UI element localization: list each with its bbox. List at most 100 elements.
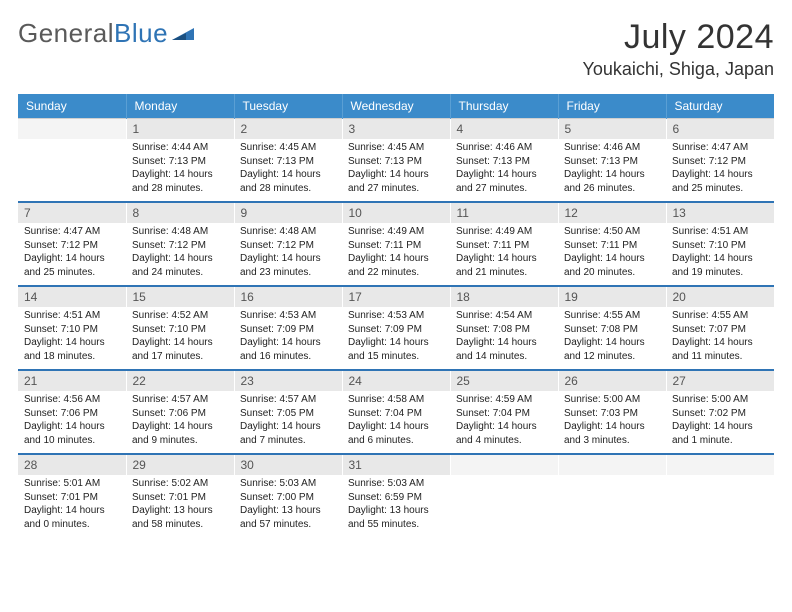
day-number-row: 28293031 (18, 454, 774, 475)
sunset-line: Sunset: 7:04 PM (456, 407, 552, 421)
day-detail-cell: Sunrise: 4:47 AMSunset: 7:12 PMDaylight:… (666, 139, 774, 202)
daylight-line: Daylight: 14 hours and 3 minutes. (564, 420, 660, 447)
day-detail-cell: Sunrise: 4:51 AMSunset: 7:10 PMDaylight:… (18, 307, 126, 370)
day-detail-cell: Sunrise: 4:59 AMSunset: 7:04 PMDaylight:… (450, 391, 558, 454)
sunrise-line: Sunrise: 4:51 AM (672, 225, 768, 239)
day-number-cell: 5 (558, 119, 666, 140)
sunrise-line: Sunrise: 4:57 AM (132, 393, 228, 407)
daylight-line: Daylight: 14 hours and 19 minutes. (672, 252, 768, 279)
day-detail-cell: Sunrise: 4:45 AMSunset: 7:13 PMDaylight:… (342, 139, 450, 202)
day-number-row: 78910111213 (18, 202, 774, 223)
day-number-cell: 29 (126, 454, 234, 475)
daylight-line: Daylight: 14 hours and 11 minutes. (672, 336, 768, 363)
day-detail-cell: Sunrise: 4:58 AMSunset: 7:04 PMDaylight:… (342, 391, 450, 454)
day-number-cell: 27 (666, 370, 774, 391)
daylight-line: Daylight: 14 hours and 22 minutes. (348, 252, 444, 279)
sunrise-line: Sunrise: 4:51 AM (24, 309, 120, 323)
day-number-row: 14151617181920 (18, 286, 774, 307)
day-detail-cell (558, 475, 666, 537)
daylight-line: Daylight: 14 hours and 14 minutes. (456, 336, 552, 363)
day-number-cell: 7 (18, 202, 126, 223)
sunrise-line: Sunrise: 4:49 AM (456, 225, 552, 239)
sunset-line: Sunset: 7:10 PM (672, 239, 768, 253)
day-number-cell: 6 (666, 119, 774, 140)
day-number-cell (666, 454, 774, 475)
sunset-line: Sunset: 7:00 PM (240, 491, 336, 505)
sunrise-line: Sunrise: 5:00 AM (672, 393, 768, 407)
day-detail-cell: Sunrise: 4:57 AMSunset: 7:06 PMDaylight:… (126, 391, 234, 454)
sunrise-line: Sunrise: 4:57 AM (240, 393, 336, 407)
day-detail-cell: Sunrise: 4:57 AMSunset: 7:05 PMDaylight:… (234, 391, 342, 454)
daylight-line: Daylight: 14 hours and 25 minutes. (672, 168, 768, 195)
sunset-line: Sunset: 7:11 PM (348, 239, 444, 253)
day-detail-row: Sunrise: 4:44 AMSunset: 7:13 PMDaylight:… (18, 139, 774, 202)
sunset-line: Sunset: 7:04 PM (348, 407, 444, 421)
day-detail-cell: Sunrise: 5:01 AMSunset: 7:01 PMDaylight:… (18, 475, 126, 537)
day-detail-cell: Sunrise: 4:44 AMSunset: 7:13 PMDaylight:… (126, 139, 234, 202)
day-number-cell: 30 (234, 454, 342, 475)
day-number-cell: 1 (126, 119, 234, 140)
day-detail-cell: Sunrise: 4:47 AMSunset: 7:12 PMDaylight:… (18, 223, 126, 286)
sunrise-line: Sunrise: 4:55 AM (564, 309, 660, 323)
sunrise-line: Sunrise: 4:49 AM (348, 225, 444, 239)
day-detail-cell: Sunrise: 4:55 AMSunset: 7:07 PMDaylight:… (666, 307, 774, 370)
day-number-cell: 14 (18, 286, 126, 307)
weekday-header-cell: Monday (126, 94, 234, 119)
sunset-line: Sunset: 7:11 PM (456, 239, 552, 253)
sunrise-line: Sunrise: 4:47 AM (672, 141, 768, 155)
daylight-line: Daylight: 14 hours and 27 minutes. (348, 168, 444, 195)
daylight-line: Daylight: 14 hours and 28 minutes. (240, 168, 336, 195)
day-number-row: 123456 (18, 119, 774, 140)
sunrise-line: Sunrise: 4:45 AM (348, 141, 444, 155)
daylight-line: Daylight: 14 hours and 21 minutes. (456, 252, 552, 279)
day-number-cell (558, 454, 666, 475)
weekday-header-cell: Saturday (666, 94, 774, 119)
daylight-line: Daylight: 14 hours and 1 minute. (672, 420, 768, 447)
sunrise-line: Sunrise: 4:55 AM (672, 309, 768, 323)
daylight-line: Daylight: 14 hours and 18 minutes. (24, 336, 120, 363)
sunset-line: Sunset: 7:06 PM (132, 407, 228, 421)
title-block: July 2024 Youkaichi, Shiga, Japan (583, 18, 774, 80)
day-number-cell: 4 (450, 119, 558, 140)
daylight-line: Daylight: 14 hours and 25 minutes. (24, 252, 120, 279)
day-detail-row: Sunrise: 4:47 AMSunset: 7:12 PMDaylight:… (18, 223, 774, 286)
day-detail-cell: Sunrise: 4:48 AMSunset: 7:12 PMDaylight:… (234, 223, 342, 286)
logo: GeneralBlue (18, 18, 198, 49)
sunrise-line: Sunrise: 5:01 AM (24, 477, 120, 491)
day-number-cell: 21 (18, 370, 126, 391)
sunset-line: Sunset: 7:12 PM (240, 239, 336, 253)
sunset-line: Sunset: 6:59 PM (348, 491, 444, 505)
day-detail-cell: Sunrise: 4:54 AMSunset: 7:08 PMDaylight:… (450, 307, 558, 370)
day-number-cell: 12 (558, 202, 666, 223)
logo-flag-icon (172, 24, 198, 44)
day-number-cell: 17 (342, 286, 450, 307)
day-detail-cell: Sunrise: 4:56 AMSunset: 7:06 PMDaylight:… (18, 391, 126, 454)
sunset-line: Sunset: 7:08 PM (564, 323, 660, 337)
day-detail-cell: Sunrise: 5:03 AMSunset: 7:00 PMDaylight:… (234, 475, 342, 537)
day-detail-cell (18, 139, 126, 202)
header: GeneralBlue July 2024 Youkaichi, Shiga, … (18, 18, 774, 80)
sunset-line: Sunset: 7:08 PM (456, 323, 552, 337)
daylight-line: Daylight: 14 hours and 28 minutes. (132, 168, 228, 195)
day-detail-cell: Sunrise: 5:00 AMSunset: 7:02 PMDaylight:… (666, 391, 774, 454)
day-detail-row: Sunrise: 4:56 AMSunset: 7:06 PMDaylight:… (18, 391, 774, 454)
sunrise-line: Sunrise: 5:03 AM (348, 477, 444, 491)
day-number-cell: 11 (450, 202, 558, 223)
daylight-line: Daylight: 14 hours and 0 minutes. (24, 504, 120, 531)
sunrise-line: Sunrise: 4:58 AM (348, 393, 444, 407)
day-detail-cell: Sunrise: 4:49 AMSunset: 7:11 PMDaylight:… (342, 223, 450, 286)
daylight-line: Daylight: 14 hours and 20 minutes. (564, 252, 660, 279)
day-number-cell: 9 (234, 202, 342, 223)
sunset-line: Sunset: 7:12 PM (132, 239, 228, 253)
daylight-line: Daylight: 14 hours and 24 minutes. (132, 252, 228, 279)
sunrise-line: Sunrise: 4:52 AM (132, 309, 228, 323)
sunrise-line: Sunrise: 5:02 AM (132, 477, 228, 491)
sunrise-line: Sunrise: 4:46 AM (564, 141, 660, 155)
day-detail-cell: Sunrise: 4:45 AMSunset: 7:13 PMDaylight:… (234, 139, 342, 202)
daylight-line: Daylight: 14 hours and 17 minutes. (132, 336, 228, 363)
day-detail-cell: Sunrise: 5:03 AMSunset: 6:59 PMDaylight:… (342, 475, 450, 537)
weekday-header-cell: Tuesday (234, 94, 342, 119)
month-title: July 2024 (583, 18, 774, 57)
weekday-header-cell: Friday (558, 94, 666, 119)
sunset-line: Sunset: 7:01 PM (24, 491, 120, 505)
